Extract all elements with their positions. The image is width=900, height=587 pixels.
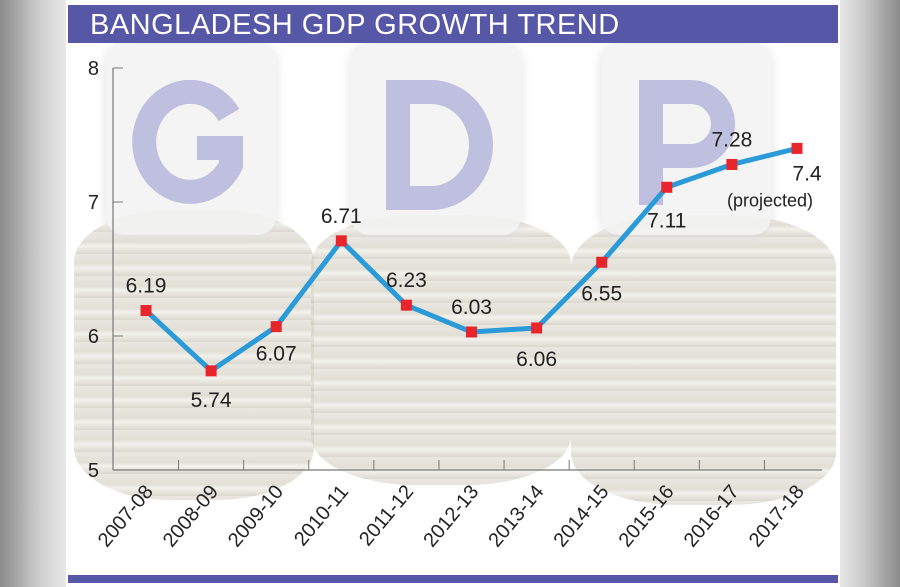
data-label: 7.4 [792, 162, 822, 185]
data-point [335, 235, 347, 247]
data-label: 6.55 [581, 282, 622, 305]
data-point [140, 305, 152, 317]
data-point [661, 181, 673, 193]
data-label: 6.19 [126, 275, 167, 298]
data-point [466, 326, 477, 338]
y-tick-label: 7 [88, 192, 99, 214]
die-letter-d-graphic [386, 80, 493, 210]
chart-background [66, 0, 840, 587]
coin-stack [311, 215, 571, 485]
data-point [531, 322, 543, 334]
data-point [726, 158, 738, 170]
die-p [601, 45, 771, 235]
data-label: 5.74 [191, 389, 232, 412]
die-letter-g-graphic [132, 80, 243, 204]
x-tick-label: 2008-09 [159, 481, 223, 551]
bottom-bar [68, 575, 838, 583]
die-d [351, 45, 521, 235]
x-tick-label: 2013-14 [484, 481, 548, 551]
x-tick-label: 2007-08 [94, 481, 158, 551]
y-tick-label: 8 [88, 58, 99, 80]
y-tick-label: 5 [88, 460, 99, 482]
annotation-projected: (projected) [727, 190, 813, 210]
x-tick-label: 2016-17 [680, 481, 744, 551]
x-tick-label: 2017-18 [745, 481, 809, 551]
data-label: 6.03 [451, 296, 492, 319]
x-tick-label: 2012-13 [419, 481, 483, 551]
y-tick-label: 6 [88, 326, 99, 348]
coin-stack [571, 215, 836, 505]
title-bar: BANGLADESH GDP GROWTH TREND [68, 5, 838, 43]
data-label: 7.28 [711, 128, 752, 151]
data-point [791, 142, 803, 154]
x-tick-label: 2014-15 [549, 481, 613, 551]
data-label: 6.07 [256, 343, 297, 366]
data-label: 6.06 [516, 348, 557, 371]
x-tick-label: 2009-10 [224, 481, 288, 551]
data-point [400, 299, 412, 311]
die-g [106, 45, 276, 235]
x-tick-label: 2010-11 [290, 481, 353, 550]
chart-title: BANGLADESH GDP GROWTH TREND [90, 9, 620, 41]
data-point [270, 321, 282, 333]
data-label: 7.11 [647, 209, 686, 232]
data-point [205, 365, 217, 377]
x-tick-label: 2015-16 [615, 481, 679, 551]
x-tick-label: 2011-12 [355, 481, 418, 550]
data-label: 6.71 [321, 205, 362, 228]
die-letter-p-graphic [639, 80, 735, 205]
data-point [596, 256, 608, 268]
data-label: 6.23 [386, 269, 427, 292]
